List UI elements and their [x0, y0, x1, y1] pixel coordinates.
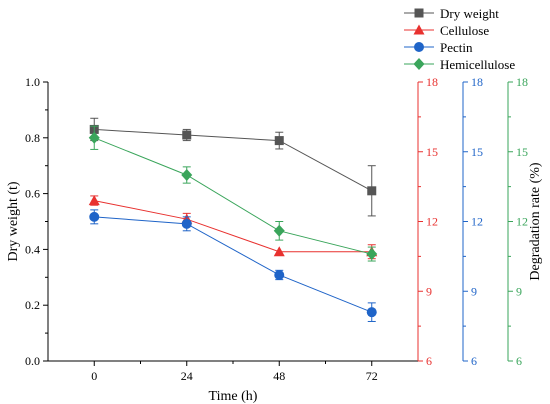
- x-axis-title: Time (h): [209, 389, 258, 404]
- data-point: [273, 224, 285, 237]
- series-dry-weight: [89, 117, 377, 217]
- legend-marker: [413, 24, 425, 35]
- legend-marker: [414, 8, 424, 18]
- y-tick-label-cel: 18: [426, 75, 438, 89]
- legend-item: Hemicellulose: [404, 57, 515, 72]
- y-tick-label-dry: 0.4: [25, 242, 40, 256]
- legend-label: Hemicellulose: [440, 57, 515, 72]
- y-tick-label-dry: 0.2: [25, 298, 40, 312]
- series-line: [94, 137, 372, 255]
- series-pectin: [89, 209, 377, 322]
- x-tick-label: 24: [181, 369, 193, 383]
- y-tick-label-pec: 15: [471, 145, 483, 159]
- data-point: [181, 169, 193, 181]
- axes: 0 24 48 72 Time (h) 0.0 0.2 0.4 0.6 0.8 1.0 Dry wei…: [6, 75, 543, 404]
- y-tick-label-cel: 6: [426, 354, 432, 368]
- y-tick-label-dry: 0.6: [25, 187, 40, 201]
- y-tick-label-cel: 9: [426, 284, 432, 298]
- data-point: [274, 136, 284, 146]
- y-tick-label-hem: 9: [516, 284, 522, 298]
- y-tick-label-pec: 9: [471, 284, 477, 298]
- data-point: [366, 307, 377, 318]
- data-point: [181, 218, 192, 229]
- y-tick-label-hem: 12: [516, 215, 528, 229]
- y-tick-label-hem: 18: [516, 75, 528, 89]
- series-line: [94, 200, 372, 253]
- data-point: [274, 269, 285, 280]
- data-point: [88, 195, 100, 206]
- legend-label: Dry weight: [440, 6, 499, 21]
- series-line: [94, 128, 372, 192]
- y-tick-label-pec: 12: [471, 215, 483, 229]
- series-line: [94, 216, 372, 313]
- y-tick-label-pec: 6: [471, 354, 477, 368]
- legend-marker: [413, 58, 425, 70]
- legend-item: Cellulose: [404, 23, 489, 38]
- y-tick-label-hem: 6: [516, 354, 522, 368]
- y-tick-label-dry: 0.8: [25, 131, 40, 145]
- series-hemicellulose: [88, 125, 378, 262]
- x-tick-label: 72: [366, 369, 378, 383]
- legend-label: Cellulose: [440, 23, 489, 38]
- y-tick-label-cel: 15: [426, 145, 438, 159]
- x-tick-label: 0: [91, 369, 97, 383]
- series-layer: [88, 117, 378, 322]
- legend: Dry weight Cellulose Pectin Hemicellulose: [404, 6, 515, 72]
- legend-marker: [414, 42, 424, 52]
- data-point: [273, 246, 285, 257]
- legend-label: Pectin: [440, 40, 473, 55]
- y-tick-label-pec: 18: [471, 75, 483, 89]
- y-tick-label-cel: 12: [426, 215, 438, 229]
- data-point: [88, 131, 100, 144]
- y-axis-title-hem: Degradation rate (%): [528, 162, 543, 280]
- legend-item: Dry weight: [404, 6, 499, 21]
- y-tick-label-dry: 1.0: [25, 75, 40, 89]
- data-point: [89, 211, 100, 222]
- y-axis-title-dry: Dry weight (t): [6, 181, 21, 261]
- y-tick-label-hem: 15: [516, 145, 528, 159]
- x-tick-label: 48: [273, 369, 285, 383]
- data-point: [182, 130, 192, 140]
- data-point: [366, 248, 378, 261]
- data-point: [367, 186, 377, 196]
- y-tick-label-dry: 0.0: [25, 354, 40, 368]
- legend-item: Pectin: [404, 40, 473, 55]
